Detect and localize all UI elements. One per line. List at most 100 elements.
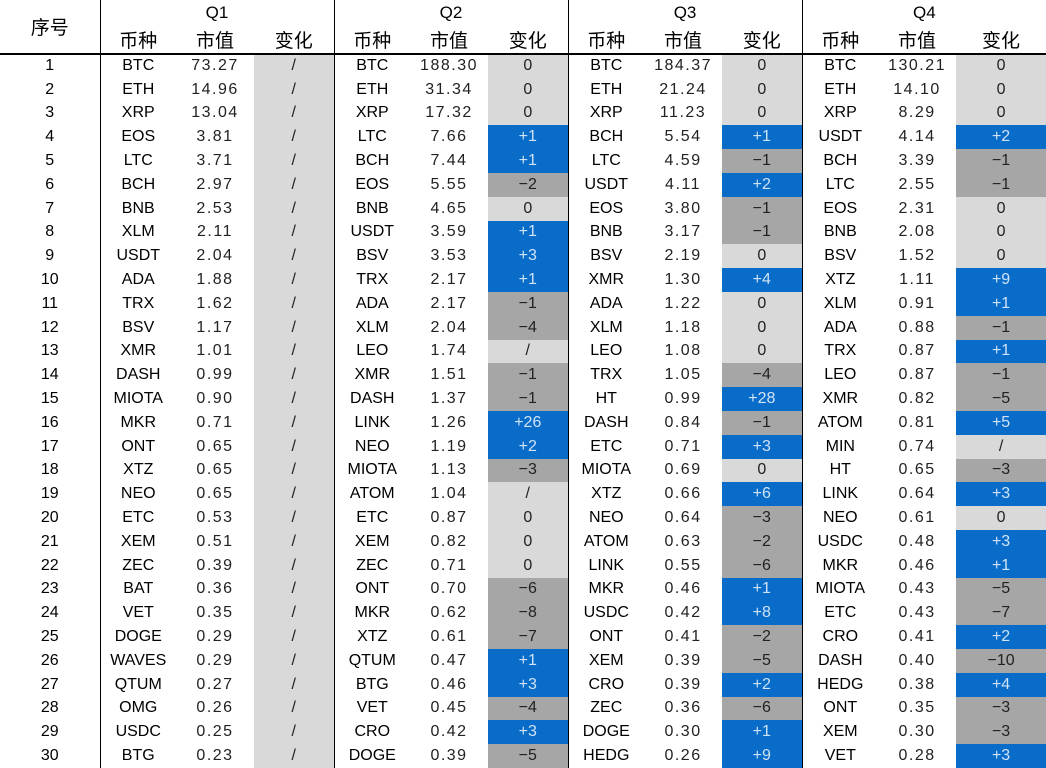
coin-symbol: ONT — [333, 577, 411, 602]
rank-change-cell: −3 — [956, 720, 1046, 745]
market-cap-value: 0.35 — [898, 699, 936, 717]
coin-symbol: XLM — [567, 315, 645, 340]
rank-change-cell: +3 — [488, 672, 569, 697]
market-cap-value: 0.43 — [898, 604, 936, 622]
market-cap-value: 5.55 — [430, 175, 468, 193]
coin-symbol: XLM — [333, 315, 411, 340]
table-row: 4 EOS 3.81/LTC 7.66 +1 BCH 5.54 +1 USDT 4.14 +2 — [0, 125, 1046, 150]
coin-symbol: NEO — [333, 434, 411, 459]
rank-change-cell: −3 — [488, 458, 569, 483]
market-cap-value: 0.61 — [898, 509, 936, 527]
coin-symbol: WAVES — [99, 648, 176, 673]
market-cap-value: 0.39 — [196, 556, 234, 574]
rank-change-cell: +1 — [956, 553, 1046, 578]
coin-symbol: LINK — [567, 553, 645, 578]
coin-symbol: QTUM — [333, 648, 411, 673]
coin-symbol: NEO — [567, 506, 645, 530]
coin-symbol: CRO — [333, 720, 411, 745]
rank-change-cell: +2 — [722, 672, 803, 697]
coin-symbol: TRX — [333, 268, 411, 292]
market-cap-value: 0.46 — [664, 580, 702, 598]
rank-change-cell: 0 — [722, 315, 803, 340]
market-cap-value: 0.36 — [664, 699, 702, 717]
market-cap-value: 1.37 — [430, 390, 468, 408]
market-cap-value: 7.66 — [430, 128, 468, 146]
rank-change-cell: −2 — [722, 625, 803, 649]
market-cap-value: 0.88 — [898, 318, 936, 336]
rank-change-cell: −6 — [722, 696, 803, 721]
market-cap-value: 0.70 — [430, 580, 468, 598]
rank-change-cell: −3 — [722, 506, 803, 530]
rank-change-cell: 0 — [956, 244, 1046, 269]
market-cap-value: 14.10 — [893, 80, 941, 98]
rank-number: 28 — [40, 699, 59, 717]
rank-change-cell: +3 — [488, 244, 569, 269]
market-cap-value: 0.26 — [664, 747, 702, 764]
market-cap-value: 3.59 — [430, 223, 468, 241]
coin-symbol: ETH — [333, 77, 411, 102]
rank-change-cell: −1 — [722, 149, 803, 173]
rank-change-cell: / — [254, 196, 335, 221]
market-cap-value: 3.53 — [430, 247, 468, 265]
coin-symbol: MKR — [801, 553, 879, 578]
rank-change-cell: +1 — [956, 291, 1046, 316]
market-cap-value: 188.30 — [420, 57, 478, 75]
coin-symbol: XMR — [801, 387, 879, 411]
rank-number: 8 — [45, 223, 55, 241]
market-cap-value: 17.32 — [425, 104, 473, 122]
coin-symbol: ETC — [333, 506, 411, 530]
rank-change-cell: +2 — [722, 172, 803, 197]
quarter-header-q2: Q2 — [333, 0, 569, 26]
rank-number: 23 — [40, 580, 59, 598]
rank-change-cell: / — [254, 625, 335, 649]
coin-symbol: HT — [567, 387, 645, 411]
coin-symbol: MIN — [801, 434, 879, 459]
market-cap-value: 0.39 — [430, 747, 468, 764]
coin-symbol: VET — [99, 601, 176, 626]
change-column-header: 变化 — [722, 26, 803, 55]
market-cap-value: 4.14 — [898, 128, 936, 146]
coin-symbol: ETC — [801, 601, 879, 626]
rank-change-cell: −1 — [956, 149, 1046, 173]
coin-symbol: EOS — [567, 196, 645, 221]
coin-symbol: BNB — [801, 220, 879, 245]
market-cap-value: 1.01 — [196, 342, 234, 360]
rank-change-cell: 0 — [488, 196, 569, 221]
market-cap-value: 0.41 — [664, 628, 702, 646]
market-cap-value: 1.17 — [196, 318, 234, 336]
coin-symbol: ZEC — [567, 696, 645, 721]
coin-symbol: XTZ — [333, 625, 411, 649]
market-cap-value: 0.42 — [664, 604, 702, 622]
rank-change-cell: −5 — [722, 648, 803, 673]
rank-change-cell: −1 — [488, 291, 569, 316]
coin-symbol: ATOM — [801, 410, 879, 435]
coin-symbol: DOGE — [99, 625, 176, 649]
rank-number: 30 — [40, 747, 59, 764]
market-cap-value: 1.74 — [430, 342, 468, 360]
rank-change-cell: +2 — [956, 125, 1046, 150]
coin-symbol: XEM — [567, 648, 645, 673]
rank-number: 10 — [40, 271, 59, 289]
rank-change-cell: / — [488, 482, 569, 507]
table-row: 30 BTG 0.23 /DOGE 0.39 −5 HEDG 0.26 +9 VET 0.28 +3 — [0, 744, 1046, 768]
rank-change-cell: +1 — [956, 339, 1046, 364]
coin-symbol: BNB — [333, 196, 411, 221]
market-cap-value: 1.88 — [196, 271, 234, 289]
market-cap-value: 8.29 — [898, 104, 936, 122]
table-row: 10 ADA 1.88 /TRX 2.17 +1 XMR 1.30 +4 XTZ 1.11 +9 — [0, 268, 1046, 292]
rank-change-cell: / — [254, 77, 335, 102]
coin-symbol: HEDG — [567, 744, 645, 768]
market-cap-value: 1.26 — [430, 413, 468, 431]
rank-change-cell: 0 — [956, 54, 1046, 78]
rank-number: 15 — [40, 390, 59, 408]
coin-symbol: ZEC — [333, 553, 411, 578]
rank-change-cell: 0 — [956, 196, 1046, 221]
rank-number: 17 — [40, 437, 59, 455]
market-cap-value: 0.26 — [196, 699, 234, 717]
market-cap-value: 0.63 — [664, 532, 702, 550]
coin-symbol: BTC — [801, 54, 879, 78]
table-row: 6 BCH 2.97 /EOS 5.55 −2 USDT 4.11 +2 LTC 2.55 −1 — [0, 172, 1046, 197]
market-cap-value: 2.55 — [898, 175, 936, 193]
rank-change-cell: 0 — [722, 244, 803, 269]
